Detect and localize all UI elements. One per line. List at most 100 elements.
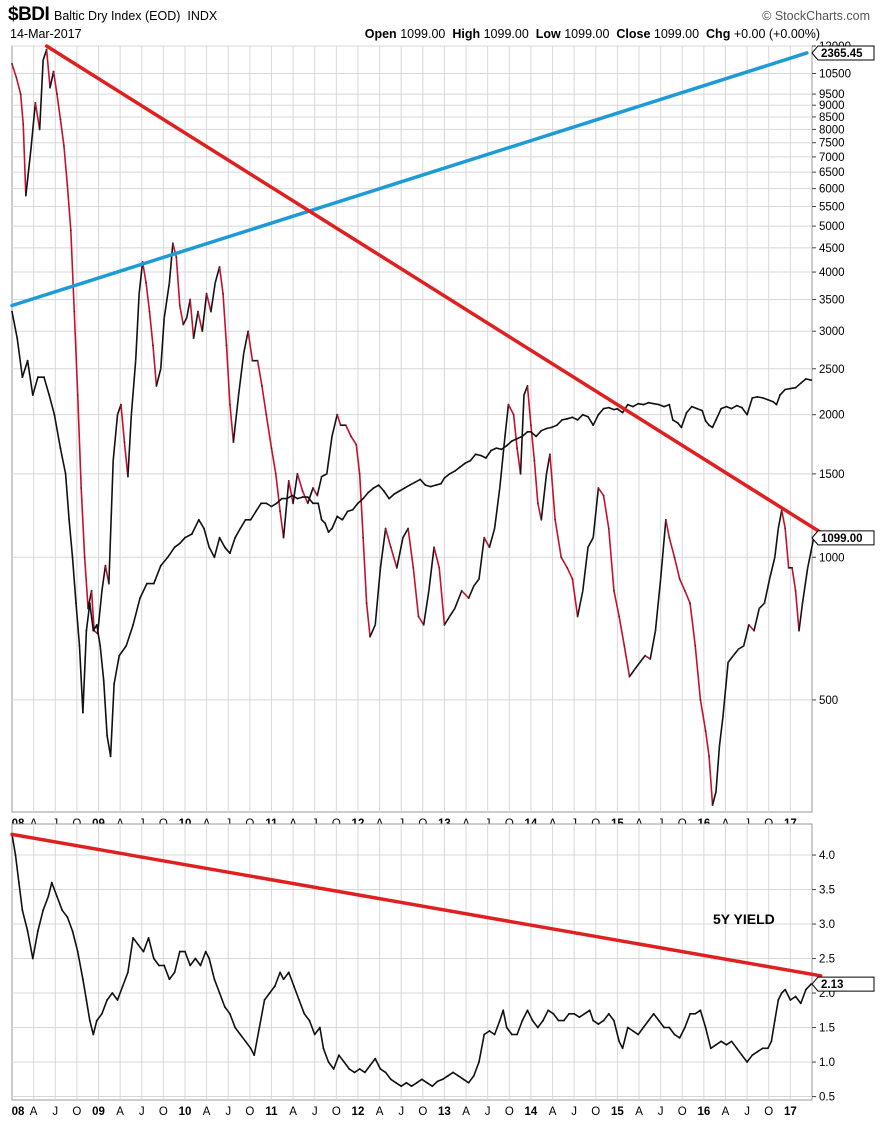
bdi-segment	[52, 70, 58, 95]
bdi-point	[389, 546, 392, 549]
brand-watermark: © StockCharts.com	[762, 9, 870, 23]
yield-point	[720, 1040, 723, 1043]
price-tag: 2.13	[811, 976, 875, 992]
spx-point	[530, 430, 532, 433]
bdi-point	[38, 128, 41, 131]
bdi-segment	[76, 394, 82, 489]
spx-point	[561, 418, 563, 421]
bdi-segment	[748, 624, 755, 632]
x-tick-label: O	[678, 1106, 687, 1118]
yield-point	[229, 1012, 231, 1015]
yield-point	[279, 971, 282, 974]
bdi-segment	[684, 589, 691, 605]
yield-point	[287, 971, 290, 974]
bdi-point	[673, 556, 676, 559]
bdi-segment	[659, 518, 667, 580]
bdi-segment	[396, 536, 404, 569]
bdi-point	[90, 589, 93, 592]
bdi-point	[148, 310, 151, 313]
bdi-segment	[331, 413, 338, 438]
spx-point	[113, 683, 115, 685]
bdi-segment	[138, 261, 144, 295]
price-tag-label: 2365.45	[821, 48, 863, 60]
yield-point	[303, 1012, 306, 1015]
spx-point	[730, 407, 733, 410]
yield-point	[358, 1068, 361, 1070]
spx-point	[291, 494, 294, 497]
spx-point	[346, 510, 349, 513]
bdi-point	[49, 86, 51, 89]
bdi-segment	[417, 615, 425, 626]
bdi-segment	[402, 527, 409, 539]
spx-point	[784, 388, 787, 391]
ticker-symbol: $BDI	[8, 4, 50, 25]
bdi-segment	[358, 473, 364, 539]
yield-point	[483, 1033, 486, 1036]
bdi-segment	[582, 546, 589, 592]
yield-point	[293, 985, 295, 988]
yield-point	[258, 1026, 261, 1029]
bdi-segment	[22, 123, 27, 197]
spx-point	[109, 755, 112, 758]
yield-point	[510, 1033, 513, 1036]
bdi-point	[628, 675, 631, 678]
spx-point	[26, 359, 29, 362]
bdi-point	[483, 536, 486, 539]
bdi-point	[498, 487, 501, 489]
bdi-point	[523, 394, 525, 396]
bdi-point	[592, 536, 595, 539]
bdi-point	[453, 607, 456, 610]
spx-point	[789, 387, 792, 390]
spx-point	[479, 454, 482, 457]
bdi-point	[777, 527, 780, 530]
yield-point	[678, 1037, 681, 1039]
bdi-point	[379, 566, 382, 569]
bdi-segment	[182, 317, 188, 326]
x-tick-label: J	[139, 1106, 145, 1118]
spx-point	[249, 518, 252, 521]
yield-line	[11, 834, 812, 1087]
bdi-segment	[90, 589, 95, 632]
spx-point	[275, 502, 278, 505]
spx-point	[766, 398, 769, 401]
bdi-segment	[345, 424, 352, 438]
bdi-segment	[130, 359, 137, 416]
yield-point	[805, 988, 807, 991]
bdi-segment	[127, 413, 133, 478]
spx-point	[663, 405, 666, 408]
yield-point	[526, 1009, 529, 1012]
yield-point	[663, 1026, 666, 1029]
bdi-segment	[758, 602, 766, 610]
spx-point	[265, 502, 268, 505]
spx-point	[16, 337, 19, 340]
bdi-segment	[623, 645, 631, 678]
bdi-point	[732, 654, 735, 657]
yield-point	[66, 916, 69, 919]
bdi-point	[76, 394, 79, 396]
bdi-point	[448, 615, 451, 618]
bdi-point	[519, 472, 522, 475]
bdi-segment	[537, 502, 543, 521]
yield-point	[218, 992, 221, 994]
yield-point	[332, 1068, 335, 1070]
bdi-segment	[56, 93, 62, 121]
yield-point	[505, 1026, 508, 1029]
yield-point	[457, 1074, 460, 1077]
x-tick-label: J	[571, 1106, 577, 1118]
bdi-segment	[197, 310, 204, 333]
spx-point	[680, 426, 683, 429]
spx-point	[260, 502, 262, 505]
bdi-point	[633, 668, 636, 671]
x-tick-label: J	[52, 1106, 58, 1118]
spx-point	[377, 484, 380, 487]
y-tick-label: 1.0	[819, 1057, 835, 1069]
spx-point	[443, 477, 446, 479]
bdi-segment	[73, 310, 79, 396]
yield-point	[573, 1012, 576, 1015]
bdi-point	[155, 385, 158, 387]
spx-point	[37, 376, 39, 379]
plot-frame	[11, 45, 813, 813]
bdi-point	[478, 578, 480, 580]
bdi-point	[15, 76, 18, 79]
bdi-segment	[791, 567, 797, 592]
